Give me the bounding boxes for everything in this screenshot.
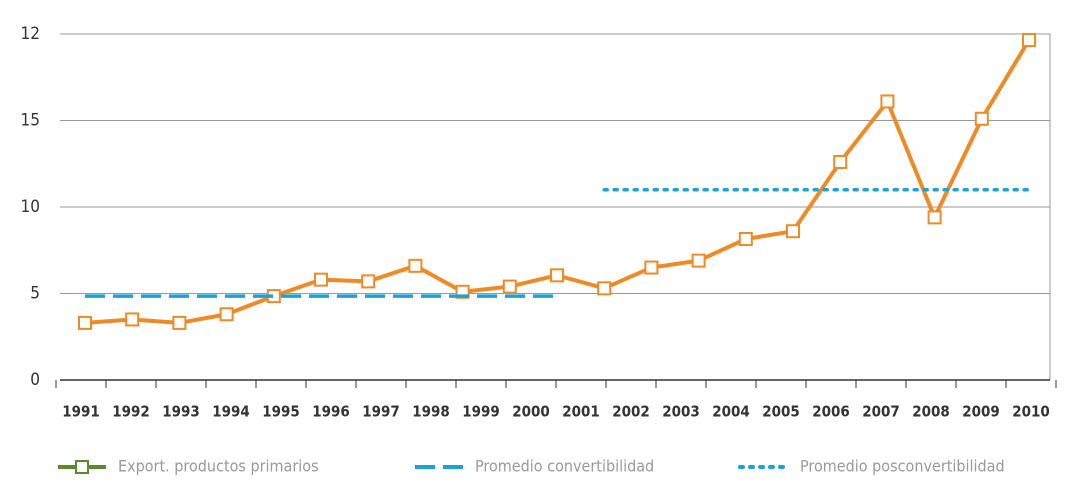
point-marker xyxy=(219,307,234,322)
point-marker xyxy=(691,253,706,268)
point-marker xyxy=(502,279,517,294)
x-tick-label: 2001 xyxy=(562,403,600,421)
x-tick-label: 2006 xyxy=(812,403,850,421)
point-marker xyxy=(314,272,328,287)
y-tick-label: 10 xyxy=(21,197,40,217)
point-marker xyxy=(597,281,612,296)
y-tick-label: 5 xyxy=(30,284,40,304)
x-tick-label: 2007 xyxy=(862,403,900,421)
legend-label: Promedio convertibilidad xyxy=(475,457,654,476)
x-tick-label: 1998 xyxy=(412,403,450,421)
point-marker xyxy=(408,258,423,273)
y-tick-label: 0 xyxy=(30,370,40,390)
point-marker xyxy=(833,155,848,170)
x-tick-label: 2003 xyxy=(662,403,700,421)
point-marker xyxy=(78,315,92,330)
point-marker xyxy=(550,268,564,283)
point-marker xyxy=(974,111,989,126)
x-tick-label: 2008 xyxy=(912,403,950,421)
x-tick-label: 1999 xyxy=(462,403,500,421)
x-tick-label: 1995 xyxy=(262,403,300,421)
point-marker xyxy=(644,260,659,275)
x-tick-label: 2010 xyxy=(1012,403,1050,421)
x-tick-label: 2009 xyxy=(962,403,1000,421)
x-tick-label: 1997 xyxy=(362,403,400,421)
x-tick-label: 1992 xyxy=(112,403,150,421)
x-tick-label: 2005 xyxy=(762,403,800,421)
point-marker xyxy=(927,210,942,225)
legend-label: Export. productos primarios xyxy=(118,457,319,476)
point-marker xyxy=(786,224,800,239)
x-tick-label: 2000 xyxy=(512,403,550,421)
legend-marker xyxy=(75,460,89,474)
point-marker xyxy=(172,315,187,330)
x-tick-label: 1991 xyxy=(62,403,100,421)
legend-label: Promedio posconvertibilidad xyxy=(800,457,1005,476)
y-tick-label: 12 xyxy=(21,24,40,44)
x-tick-label: 2002 xyxy=(612,403,650,421)
point-marker xyxy=(125,312,140,327)
x-tick-label: 1996 xyxy=(312,403,350,421)
x-tick-label: 1994 xyxy=(212,403,250,421)
point-marker xyxy=(738,232,753,247)
y-tick-label: 15 xyxy=(21,111,40,131)
x-tick-label: 2004 xyxy=(712,403,750,421)
x-tick-label: 1993 xyxy=(162,403,200,421)
point-marker xyxy=(880,94,895,109)
point-marker xyxy=(361,274,376,289)
point-marker xyxy=(1022,33,1036,48)
